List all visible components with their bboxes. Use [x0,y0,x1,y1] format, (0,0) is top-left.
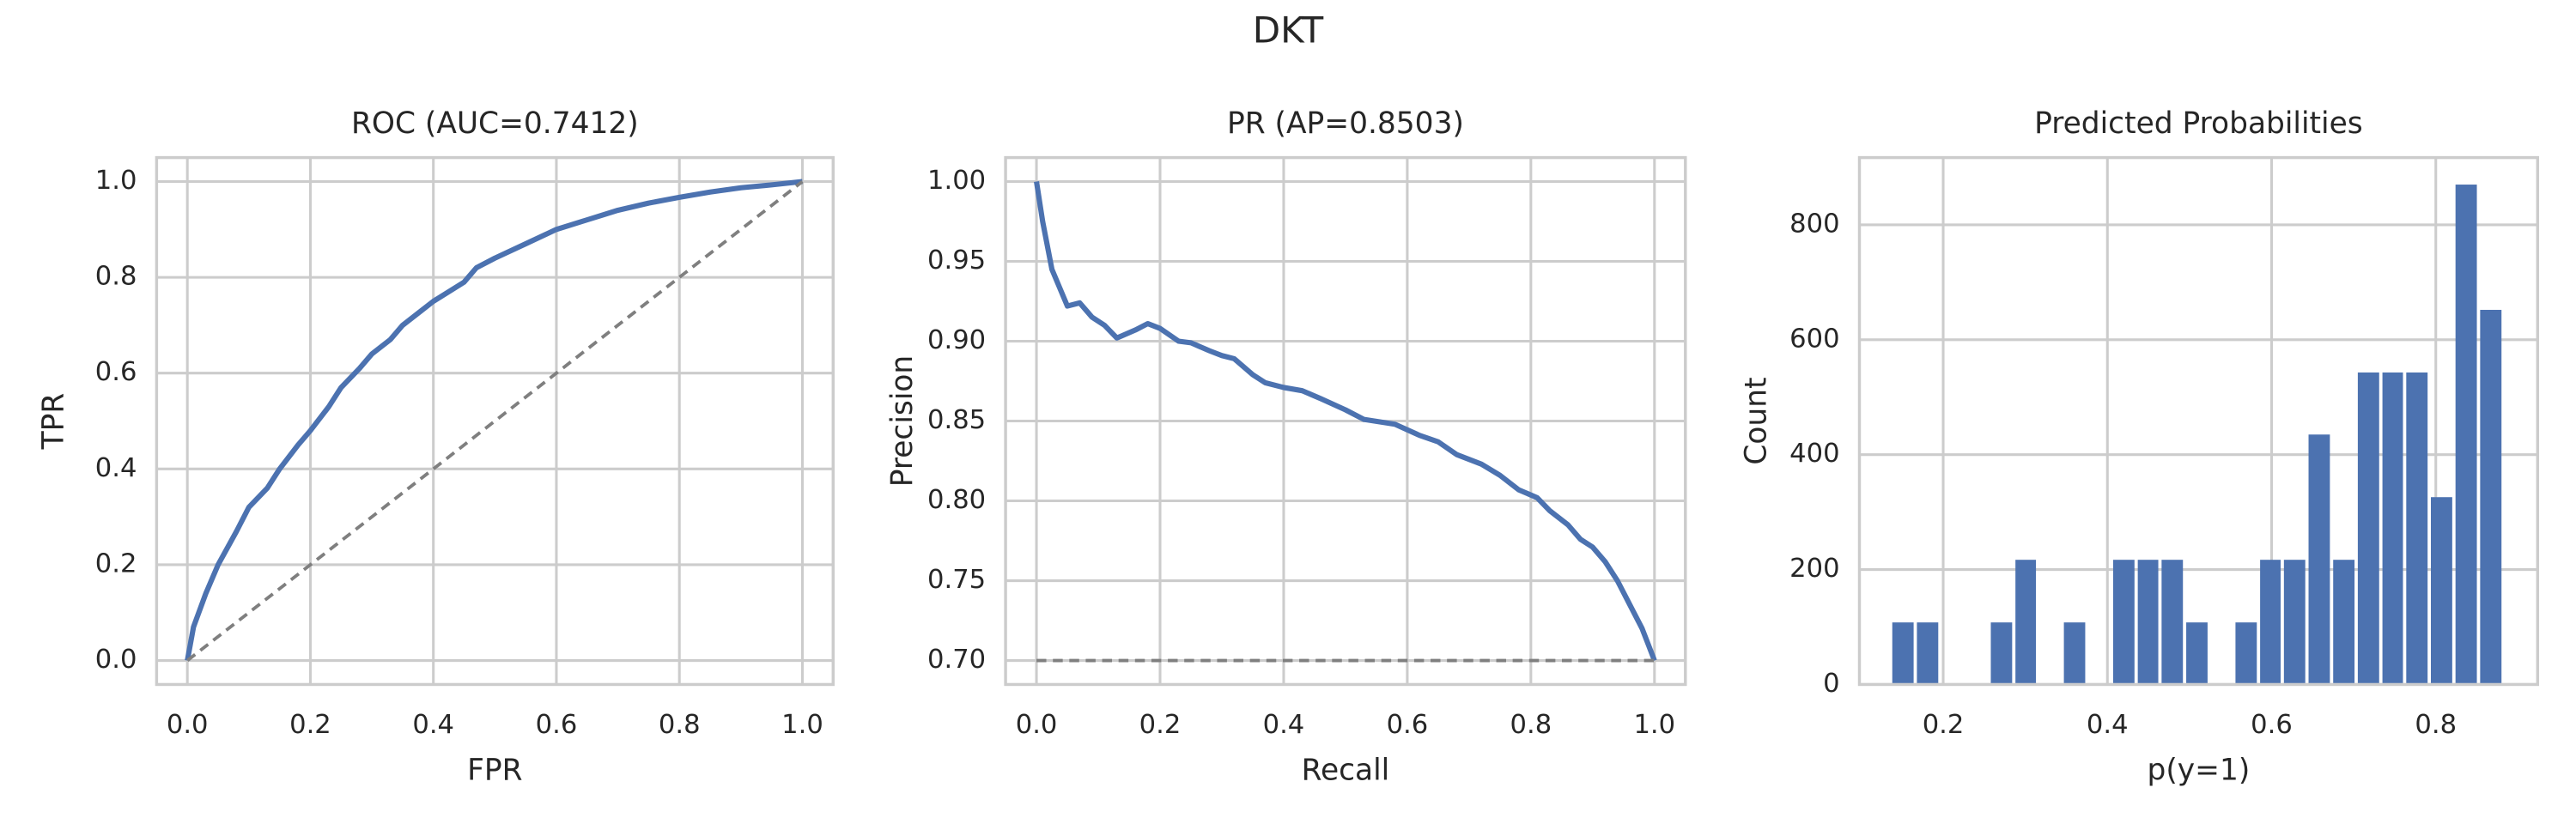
x-tick-label: 0.4 [2087,710,2129,740]
histogram-bar [2357,372,2379,685]
chart-panel: Predicted Probabilities p(y=1) Count 0.2 0.4… [1739,106,2540,787]
y-tick-label: 0.8 [95,262,137,292]
x-tick-label: 0.8 [2415,710,2457,740]
x-tick-label: 0.0 [167,710,209,740]
x-axis-label: Recall [1302,753,1390,787]
histogram-bar [2455,185,2477,685]
histogram-bar [2480,309,2502,685]
y-tick-label: 0.75 [927,565,986,595]
y-tick-label: 0.6 [95,357,137,387]
y-tick-label: 0.80 [927,485,986,515]
axes-frame [1004,155,1687,687]
x-tick-label: 0.4 [412,710,454,740]
x-tick-label: 0.0 [1016,710,1058,740]
chart-title: ROC (AUC=0.7412) [351,106,639,141]
y-tick-label: 800 [1789,209,1839,239]
chart-title: PR (AP=0.8503) [1227,106,1464,141]
x-tick-label: 0.6 [536,710,578,740]
x-tick-label: 0.6 [2251,710,2293,740]
x-tick-label: 0.6 [1387,710,1429,740]
reference-line [186,179,804,663]
histogram-bar [1990,622,2013,685]
y-axis-label: Precision [885,355,920,488]
y-tick-label: 600 [1789,324,1839,354]
histogram-bar [2283,560,2306,685]
histogram-bar [1892,622,1914,685]
y-axis-label: Count [1739,377,1773,464]
histogram-bar [2382,372,2403,685]
histogram-bar [2015,560,2037,685]
x-axis-label: p(y=1) [2148,753,2251,787]
curve [1034,181,1657,662]
x-tick-label: 0.2 [289,710,331,740]
y-tick-label: 0.95 [927,245,986,276]
chart-title: Predicted Probabilities [2034,106,2363,141]
histogram-bar [2186,622,2208,685]
y-axis-label: TPR [36,393,70,451]
y-tick-label: 0.4 [95,453,137,483]
y-tick-label: 200 [1789,554,1839,584]
x-axis-label: FPR [467,753,522,787]
histogram-bar [2333,560,2355,685]
histogram-bar [2137,560,2159,685]
axes-frame [155,155,835,687]
y-tick-label: 400 [1789,439,1839,469]
x-tick-label: 1.0 [1633,710,1675,740]
histogram-bar [2406,372,2428,685]
histogram-bar [2308,434,2330,685]
x-tick-label: 0.2 [1923,710,1965,740]
histogram-bar [1917,622,1939,685]
curve [185,179,803,662]
chart-panel: ROC (AUC=0.7412) FPR TPR 0.0 0.2 0.4 0.6 0.8 1.0… [36,106,835,787]
histogram-bar [2112,560,2135,685]
x-tick-label: 0.4 [1263,710,1305,740]
chart-panel: PR (AP=0.8503) Recall Precision 0.0 0.2 0.4 0.… [885,106,1687,787]
axes-frame [1857,155,2540,687]
histogram-bar [2235,622,2257,685]
x-tick-label: 0.8 [659,710,701,740]
histogram-bar [2260,560,2281,685]
histogram-bar [2063,622,2086,685]
x-tick-label: 0.2 [1139,710,1182,740]
y-tick-label: 0.90 [927,325,986,355]
y-tick-label: 0.2 [95,548,137,579]
y-tick-label: 0 [1823,669,1839,699]
y-tick-label: 0.0 [95,645,137,675]
y-tick-label: 0.85 [927,405,986,435]
y-tick-label: 1.00 [927,166,986,196]
histogram-bar [2430,497,2452,685]
figure-title: DKT [1253,9,1324,52]
y-tick-label: 1.0 [95,166,137,196]
histogram-bar [2161,560,2184,685]
y-tick-label: 0.70 [927,645,986,675]
x-tick-label: 0.8 [1510,710,1552,740]
x-tick-label: 1.0 [781,710,823,740]
